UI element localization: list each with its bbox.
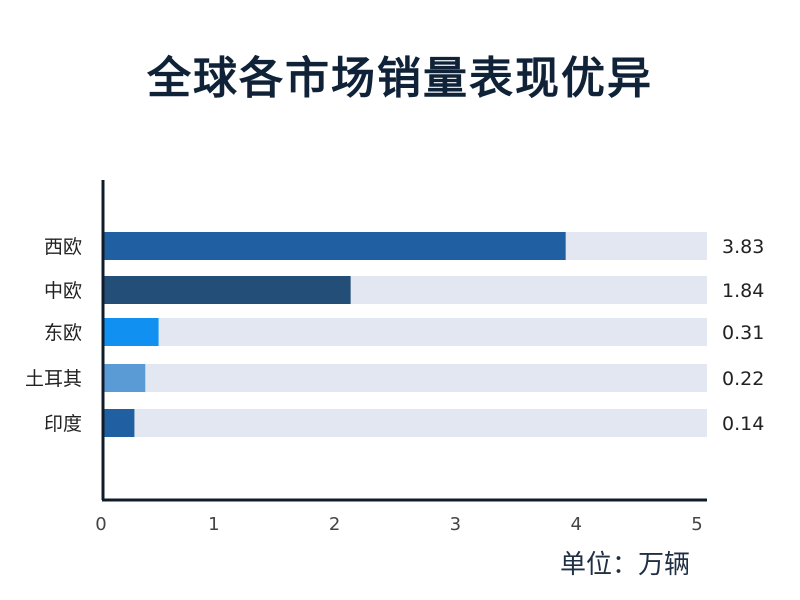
x-tick-label: 2 [329,514,340,535]
x-tick-label: 0 [95,514,106,535]
bar-track [103,364,707,392]
category-label: 土耳其 [25,368,82,390]
category-label: 印度 [44,413,82,435]
category-label: 西欧 [44,236,82,258]
bar-track [103,409,707,437]
bar-3 [103,318,159,346]
value-label: 3.83 [722,236,764,258]
category-label: 东欧 [44,322,82,344]
x-tick-label: 4 [570,514,581,535]
value-label: 0.14 [722,413,764,435]
value-label: 0.31 [722,322,764,344]
bar-1 [103,232,566,260]
bar-2 [103,276,351,304]
value-label: 1.84 [722,280,764,302]
category-label: 中欧 [44,280,82,302]
x-tick-label: 3 [450,514,461,535]
bar-5 [103,409,135,437]
x-tick-label: 1 [208,514,219,535]
value-label: 0.22 [722,368,764,390]
bar-track [103,318,707,346]
chart-title: 全球各市场销量表现优异 [147,53,653,104]
bar-4 [103,364,146,392]
x-tick-label: 5 [691,514,702,535]
unit-label: 单位：万辆 [560,550,691,580]
